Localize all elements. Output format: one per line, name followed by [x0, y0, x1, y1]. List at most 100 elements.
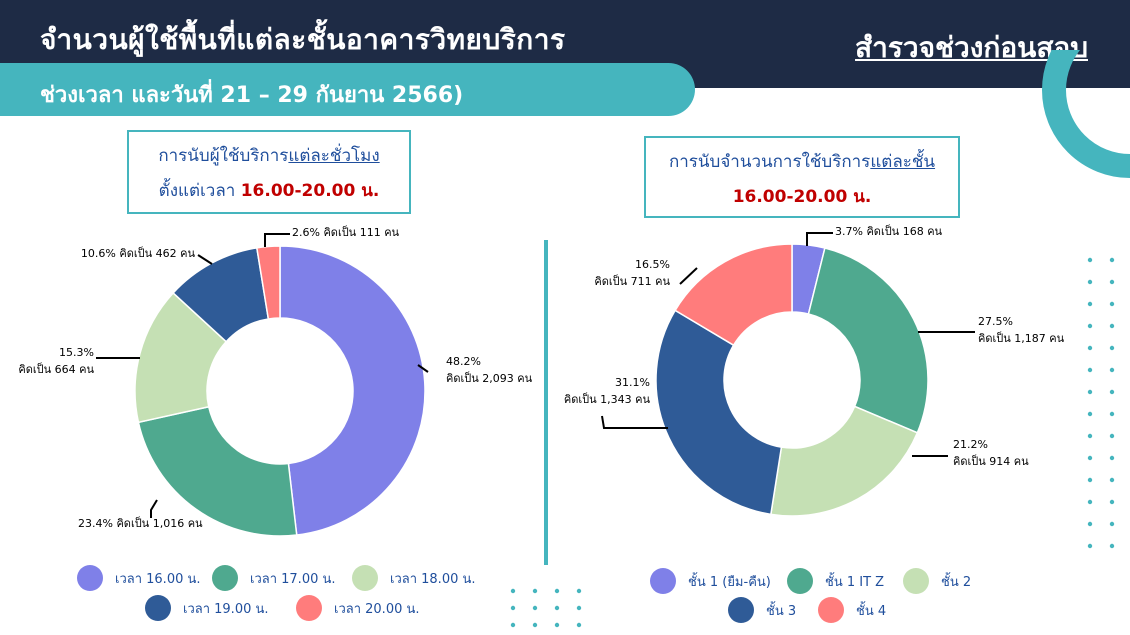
left-caption-prefix: การนับผู้ใช้บริการ [158, 146, 289, 166]
decor-dot [1109, 279, 1115, 285]
decor-dot [576, 588, 582, 594]
decor-dot [1109, 411, 1115, 417]
decor-dot [554, 622, 560, 628]
chart2-leader-5 [679, 267, 698, 285]
chart2-legend-label-5: ชั้น 4 [856, 603, 887, 619]
decorative-dots-bottom [510, 588, 582, 628]
chart1-data-label-2: 23.4% คิดเป็น 1,016 คน [78, 516, 203, 530]
decor-dot [1087, 543, 1093, 549]
chart1-legend-swatch-1 [77, 565, 103, 591]
chart2-legend-label-1: ชั้น 1 (ยืม-คืน) [688, 574, 771, 590]
decor-dot [510, 588, 516, 594]
decor-dot [554, 605, 560, 611]
decor-dot [532, 588, 538, 594]
chart1-legend-swatch-4 [145, 595, 171, 621]
decor-dot [1109, 323, 1115, 329]
decor-dot [576, 605, 582, 611]
chart2-legend-item-2: ชั้น 1 IT Z [787, 568, 884, 594]
decor-dot [1109, 543, 1115, 549]
left-caption-time-prefix: ตั้งแต่เวลา [158, 181, 241, 201]
chart1-data-label-1: คิดเป็น 2,093 คน [446, 371, 533, 385]
chart1-legend-item-4: เวลา 19.00 น. [145, 595, 269, 621]
chart1-legend-item-3: เวลา 18.00 น. [352, 565, 476, 591]
chart1-legend-swatch-5 [296, 595, 322, 621]
subtitle-bar [0, 63, 695, 116]
decor-dot [1087, 323, 1093, 329]
decor-dot [1109, 477, 1115, 483]
decorative-arc [1042, 50, 1130, 178]
decor-dot [1087, 301, 1093, 307]
chart2-legend-item-1: ชั้น 1 (ยืม-คืน) [650, 568, 771, 594]
chart2-data-label-1: 3.7% คิดเป็น 168 คน [835, 224, 943, 238]
chart2-leader-4 [601, 415, 668, 429]
chart2-legend-swatch-4 [728, 597, 754, 623]
chart2-slice-4 [655, 309, 783, 516]
decor-dot [1109, 499, 1115, 505]
decor-dot [554, 588, 560, 594]
decor-dot [1087, 257, 1093, 263]
chart2-slice-5 [674, 243, 793, 347]
decor-dot [510, 605, 516, 611]
chart1-leader-5 [264, 233, 290, 247]
decor-dot [1087, 433, 1093, 439]
left-caption-underline: แต่ละชั่วโมง [288, 146, 380, 166]
chart1-legend-swatch-3 [352, 565, 378, 591]
chart2-data-label-2: คิดเป็น 1,187 คน [978, 331, 1065, 345]
chart2-legend-label-4: ชั้น 3 [766, 603, 797, 619]
right-caption-prefix: การนับจำนวนการใช้บริการ [668, 152, 871, 172]
decor-dot [1109, 521, 1115, 527]
decorative-dots-right [1087, 257, 1115, 549]
chart1-legend-label-4: เวลา 19.00 น. [183, 601, 269, 617]
chart2-data-label-4: 31.1% [615, 376, 650, 389]
page-title: จำนวนผู้ใช้พื้นที่แต่ละชั้นอาคารวิทยบริก… [40, 23, 566, 56]
chart1-legend-label-5: เวลา 20.00 น. [334, 601, 420, 617]
right-chart-caption: การนับจำนวนการใช้บริการแต่ละชั้น 16.00-2… [644, 136, 960, 218]
decor-dot [1109, 301, 1115, 307]
chart2-data-label-5: 16.5% [635, 258, 670, 271]
decor-dot [1087, 279, 1093, 285]
chart2-legend-swatch-5 [818, 597, 844, 623]
chart2-legend-label-2: ชั้น 1 IT Z [825, 574, 885, 590]
chart2-leader-1 [806, 232, 833, 246]
chart1-data-label-1: 48.2% [446, 355, 481, 368]
chart2-slice-3 [769, 405, 919, 517]
decor-dot [1087, 367, 1093, 373]
chart1-legend-label-3: เวลา 18.00 น. [390, 571, 476, 587]
decor-dot [510, 622, 516, 628]
right-caption-underline: แต่ละชั้น [870, 152, 936, 172]
chart1-data-label-4: 10.6% คิดเป็น 462 คน [81, 246, 196, 260]
left-caption-time: 16.00-20.00 น. [240, 181, 380, 201]
chart2-data-label-2: 27.5% [978, 315, 1013, 328]
decor-dot [1109, 389, 1115, 395]
chart1-leader-2 [150, 499, 158, 518]
decor-dot [1087, 411, 1093, 417]
chart1-legend-label-1: เวลา 16.00 น. [115, 571, 201, 587]
chart1-leader-4 [197, 254, 213, 265]
decor-dot [532, 605, 538, 611]
decor-dot [1087, 345, 1093, 351]
chart2-data-label-5: คิดเป็น 711 คน [594, 274, 670, 288]
page-subtitle: ช่วงเวลา และวันที่ 21 – 29 กันยาน 2566) [40, 83, 464, 108]
chart1-legend-label-2: เวลา 17.00 น. [250, 571, 336, 587]
chart2-legend-swatch-1 [650, 568, 676, 594]
chart1-leader-1 [417, 364, 429, 373]
decor-dot [1109, 345, 1115, 351]
chart1-legend-swatch-2 [212, 565, 238, 591]
chart2-data-label-3: 21.2% [953, 438, 988, 451]
center-divider [544, 240, 548, 565]
chart2-data-label-3: คิดเป็น 914 คน [953, 454, 1029, 468]
decor-dot [1087, 389, 1093, 395]
chart1-slice-2 [137, 405, 298, 537]
chart1-data-label-3: 15.3% [59, 346, 94, 359]
decor-dot [1109, 367, 1115, 373]
chart2-legend-item-4: ชั้น 3 [728, 597, 796, 623]
chart1-legend-item-5: เวลา 20.00 น. [296, 595, 420, 621]
chart2-legend-item-5: ชั้น 4 [818, 597, 886, 623]
chart1-data-label-5: 2.6% คิดเป็น 111 คน [292, 225, 400, 239]
decor-dot [1109, 455, 1115, 461]
chart2-data-label-4: คิดเป็น 1,343 คน [564, 392, 651, 406]
decor-dot [1087, 499, 1093, 505]
chart2-slice-2 [807, 247, 929, 434]
chart1-data-label-3: คิดเป็น 664 คน [18, 362, 94, 376]
